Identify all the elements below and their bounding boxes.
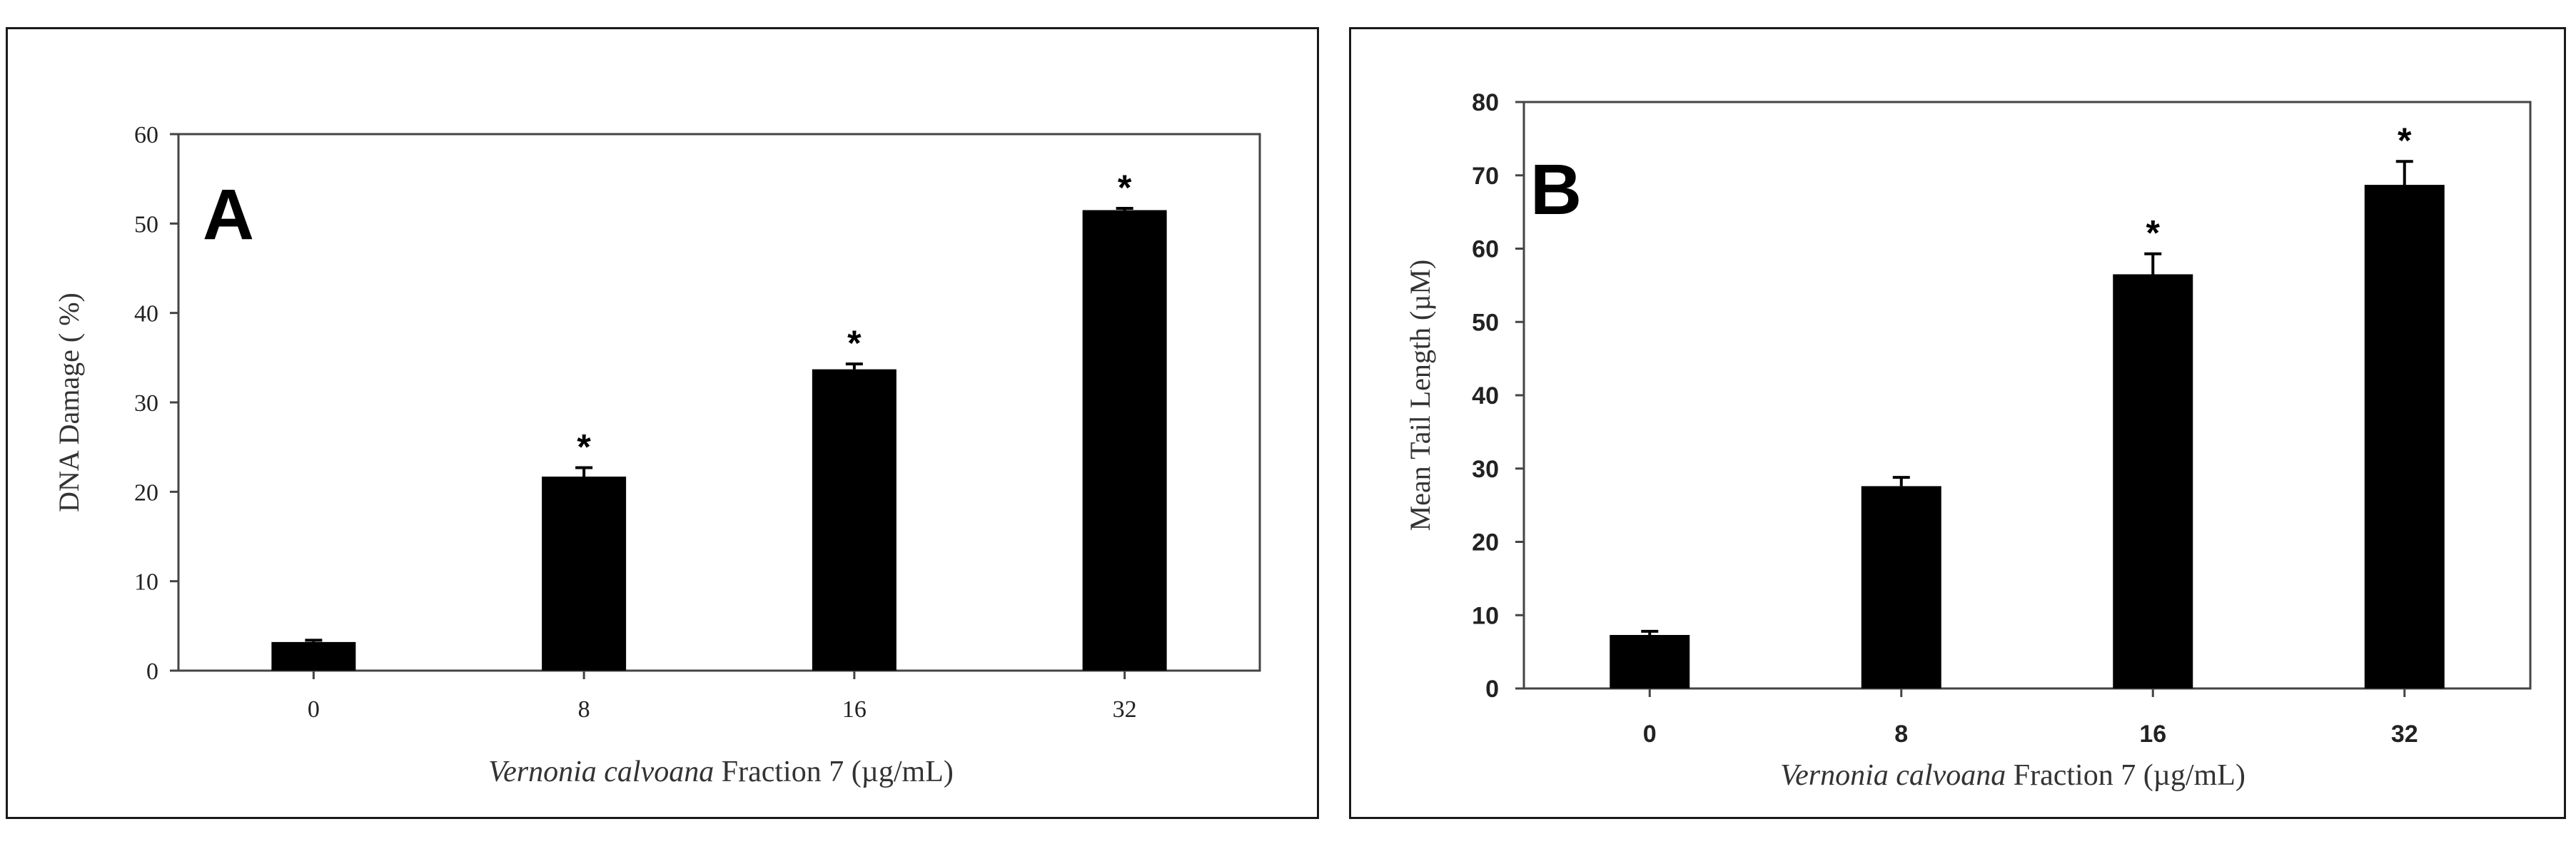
bar	[1861, 486, 1941, 688]
panel-letter: A	[203, 175, 254, 255]
panel-letter: B	[1530, 150, 1582, 230]
bar	[2364, 185, 2445, 688]
y-tick-label: 80	[1472, 89, 1499, 116]
y-tick-label: 10	[1472, 602, 1499, 629]
bar	[542, 477, 627, 671]
y-tick-label: 0	[146, 659, 158, 685]
significance-marker: *	[847, 323, 862, 363]
y-tick-label: 40	[1472, 382, 1499, 410]
y-tick-label: 20	[134, 479, 158, 506]
y-tick-label: 50	[1472, 309, 1499, 336]
x-tick-label: 32	[1113, 696, 1137, 723]
x-axis-label-species: Vernonia calvoana	[488, 756, 714, 788]
bar	[1082, 210, 1167, 671]
y-tick-label: 40	[134, 301, 158, 327]
y-tick-label: 50	[134, 211, 158, 238]
y-tick-label: 0	[1485, 676, 1499, 703]
x-tick-label: 8	[1894, 721, 1908, 748]
significance-marker: *	[2398, 121, 2412, 161]
y-axis-label: Mean Tail Length (µM)	[1404, 260, 1436, 532]
x-axis-label-unit: Fraction 7 (µg/mL)	[2006, 759, 2246, 792]
y-tick-label: 60	[134, 122, 158, 148]
x-axis-label-species: Vernonia calvoana	[1780, 759, 2006, 792]
x-axis-label-unit: Fraction 7 (µg/mL)	[714, 756, 954, 788]
y-tick-label: 10	[134, 569, 158, 596]
x-tick-label: 32	[2391, 721, 2418, 748]
significance-marker: *	[1118, 168, 1132, 208]
x-tick-label: 16	[2139, 721, 2166, 748]
x-tick-label: 8	[578, 696, 590, 723]
bar	[271, 641, 356, 671]
y-tick-label: 70	[1472, 163, 1499, 190]
y-tick-label: 30	[134, 390, 158, 417]
y-axis-label: DNA Damage ( %)	[53, 293, 85, 512]
x-tick-label: 16	[842, 696, 867, 723]
y-tick-label: 30	[1472, 456, 1499, 483]
x-tick-label: 0	[1643, 721, 1657, 748]
x-axis-label: Vernonia calvoana Fraction 7 (µg/mL)	[488, 756, 954, 788]
significance-marker: *	[2146, 213, 2161, 253]
bar	[812, 369, 896, 671]
bar	[2113, 274, 2193, 688]
x-tick-label: 0	[308, 696, 320, 723]
chart-panel-b	[1349, 27, 2566, 819]
y-tick-label: 60	[1472, 236, 1499, 263]
y-tick-label: 20	[1472, 529, 1499, 556]
significance-marker: *	[577, 427, 591, 467]
bar	[1610, 634, 1690, 688]
x-axis-label: Vernonia calvoana Fraction 7 (µg/mL)	[1780, 759, 2246, 792]
